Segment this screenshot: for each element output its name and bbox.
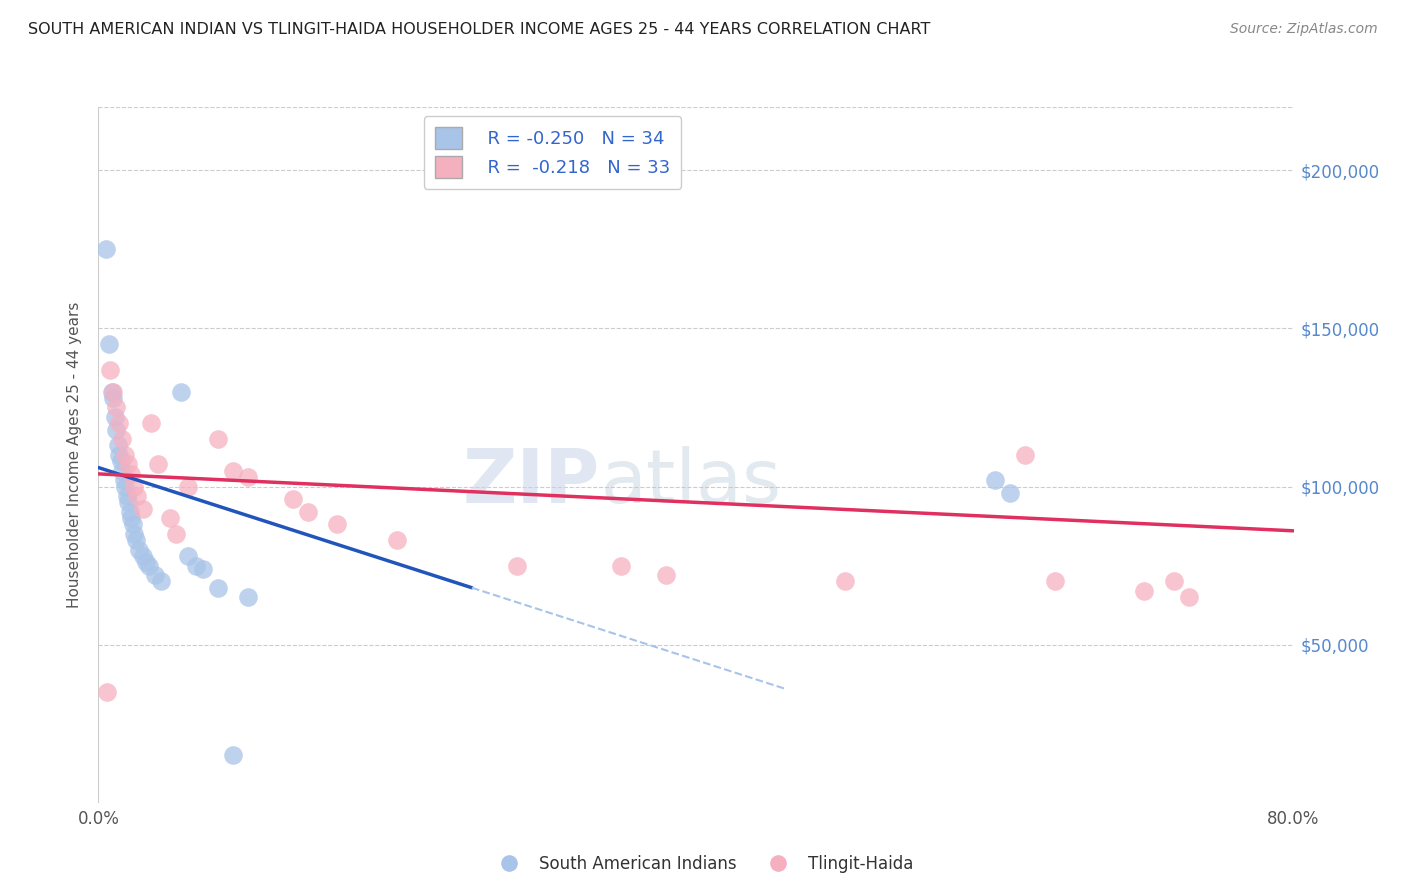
Point — [236, 591, 259, 605]
Point — [101, 384, 124, 399]
Point — [184, 558, 207, 573]
Point — [138, 558, 160, 573]
Point — [97, 337, 120, 351]
Point — [984, 473, 1007, 487]
Text: atlas: atlas — [600, 446, 782, 519]
Point — [108, 417, 131, 431]
Point — [655, 568, 678, 582]
Point — [108, 448, 131, 462]
Point — [117, 495, 139, 509]
Point — [165, 527, 187, 541]
Point — [111, 432, 134, 446]
Point — [124, 527, 146, 541]
Point — [135, 556, 157, 570]
Point — [128, 542, 150, 557]
Point — [127, 489, 149, 503]
Text: SOUTH AMERICAN INDIAN VS TLINGIT-HAIDA HOUSEHOLDER INCOME AGES 25 - 44 YEARS COR: SOUTH AMERICAN INDIAN VS TLINGIT-HAIDA H… — [28, 22, 931, 37]
Point — [297, 505, 319, 519]
Point — [139, 417, 162, 431]
Point — [207, 581, 229, 595]
Point — [148, 458, 170, 472]
Text: ZIP: ZIP — [463, 446, 600, 519]
Point — [114, 479, 136, 493]
Point — [103, 384, 125, 399]
Point — [94, 243, 117, 257]
Point — [1133, 583, 1156, 598]
Point — [1014, 448, 1036, 462]
Point — [115, 489, 138, 503]
Point — [177, 549, 200, 563]
Point — [104, 409, 127, 424]
Point — [159, 511, 181, 525]
Point — [105, 423, 128, 437]
Point — [103, 391, 125, 405]
Point — [222, 748, 245, 763]
Point — [326, 517, 349, 532]
Point — [281, 492, 304, 507]
Point — [207, 432, 229, 446]
Point — [177, 479, 200, 493]
Point — [132, 501, 155, 516]
Text: Source: ZipAtlas.com: Source: ZipAtlas.com — [1230, 22, 1378, 37]
Point — [150, 574, 173, 589]
Point — [110, 454, 132, 468]
Point — [143, 568, 166, 582]
Point — [125, 533, 148, 548]
Point — [111, 464, 134, 478]
Point — [114, 448, 136, 462]
Point — [132, 549, 155, 563]
Point — [236, 470, 259, 484]
Point — [118, 505, 141, 519]
Point — [506, 558, 529, 573]
Point — [107, 438, 129, 452]
Point — [169, 384, 191, 399]
Point — [120, 511, 142, 525]
Point — [124, 479, 146, 493]
Point — [610, 558, 633, 573]
Point — [834, 574, 856, 589]
Point — [998, 486, 1021, 500]
Point — [191, 562, 214, 576]
Y-axis label: Householder Income Ages 25 - 44 years: Householder Income Ages 25 - 44 years — [67, 301, 83, 608]
Point — [120, 467, 142, 481]
Point — [1178, 591, 1201, 605]
Point — [112, 473, 135, 487]
Point — [121, 517, 143, 532]
Point — [222, 464, 245, 478]
Point — [96, 685, 118, 699]
Point — [117, 458, 139, 472]
Legend: South American Indians, Tlingit-Haida: South American Indians, Tlingit-Haida — [485, 848, 921, 880]
Point — [385, 533, 409, 548]
Point — [105, 401, 128, 415]
Point — [100, 362, 122, 376]
Legend:   R = -0.250   N = 34,   R =  -0.218   N = 33: R = -0.250 N = 34, R = -0.218 N = 33 — [423, 116, 682, 189]
Point — [1163, 574, 1185, 589]
Point — [1043, 574, 1066, 589]
